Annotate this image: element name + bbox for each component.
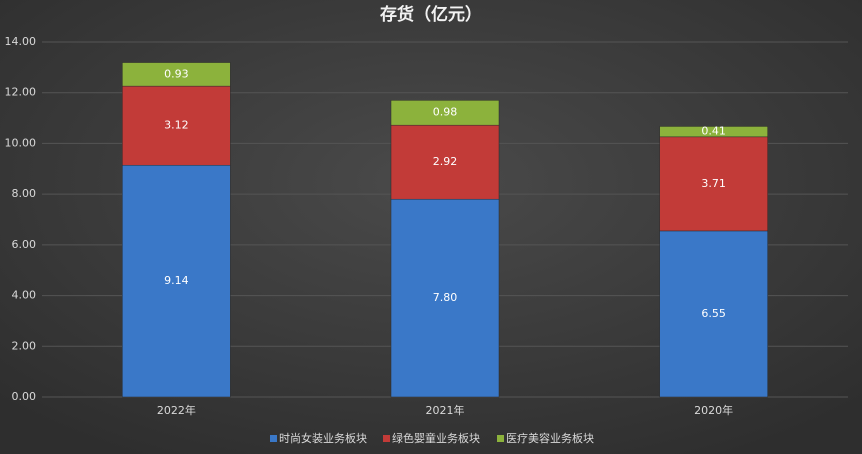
y-tick-label: 12.00: [5, 86, 37, 99]
bar-segment: [390, 124, 500, 200]
y-tick-label: 14.00: [5, 35, 37, 48]
y-tick-label: 10.00: [5, 136, 37, 149]
y-tick-label: 6.00: [12, 238, 37, 251]
data-label: 7.80: [433, 291, 458, 304]
legend-swatch: [497, 435, 504, 442]
bar-segment: [659, 230, 768, 398]
chart-title: 存货（亿元）: [380, 4, 482, 25]
data-label: 9.14: [164, 274, 189, 287]
data-label: 3.12: [164, 119, 189, 132]
legend-label: 医疗美容业务板块: [506, 431, 594, 445]
data-label: 0.98: [433, 106, 458, 119]
bar-segment: [659, 136, 768, 232]
data-label: 6.55: [701, 307, 726, 320]
legend-swatch: [383, 435, 390, 442]
data-label: 3.71: [701, 177, 726, 190]
data-label: 0.93: [164, 67, 189, 80]
bar-segment: [659, 126, 768, 138]
y-tick-label: 2.00: [12, 339, 37, 352]
legend-label: 时尚女装业务板块: [279, 431, 367, 445]
bar-segment: [122, 62, 231, 87]
legend-label: 绿色婴童业务板块: [392, 431, 480, 445]
bar-segment: [122, 164, 231, 398]
legend-swatch: [270, 435, 277, 442]
bar-segment: [122, 85, 231, 166]
bar-segment: [390, 198, 500, 398]
bar-segment: [390, 100, 500, 126]
data-label: 2.92: [433, 155, 458, 168]
x-tick-label: 2020年: [694, 403, 733, 417]
data-label: 0.41: [701, 125, 726, 138]
y-tick-label: 0.00: [12, 390, 37, 403]
y-tick-label: 8.00: [12, 187, 37, 200]
y-tick-label: 4.00: [12, 289, 37, 302]
x-tick-label: 2022年: [157, 403, 196, 417]
x-tick-label: 2021年: [426, 403, 465, 417]
